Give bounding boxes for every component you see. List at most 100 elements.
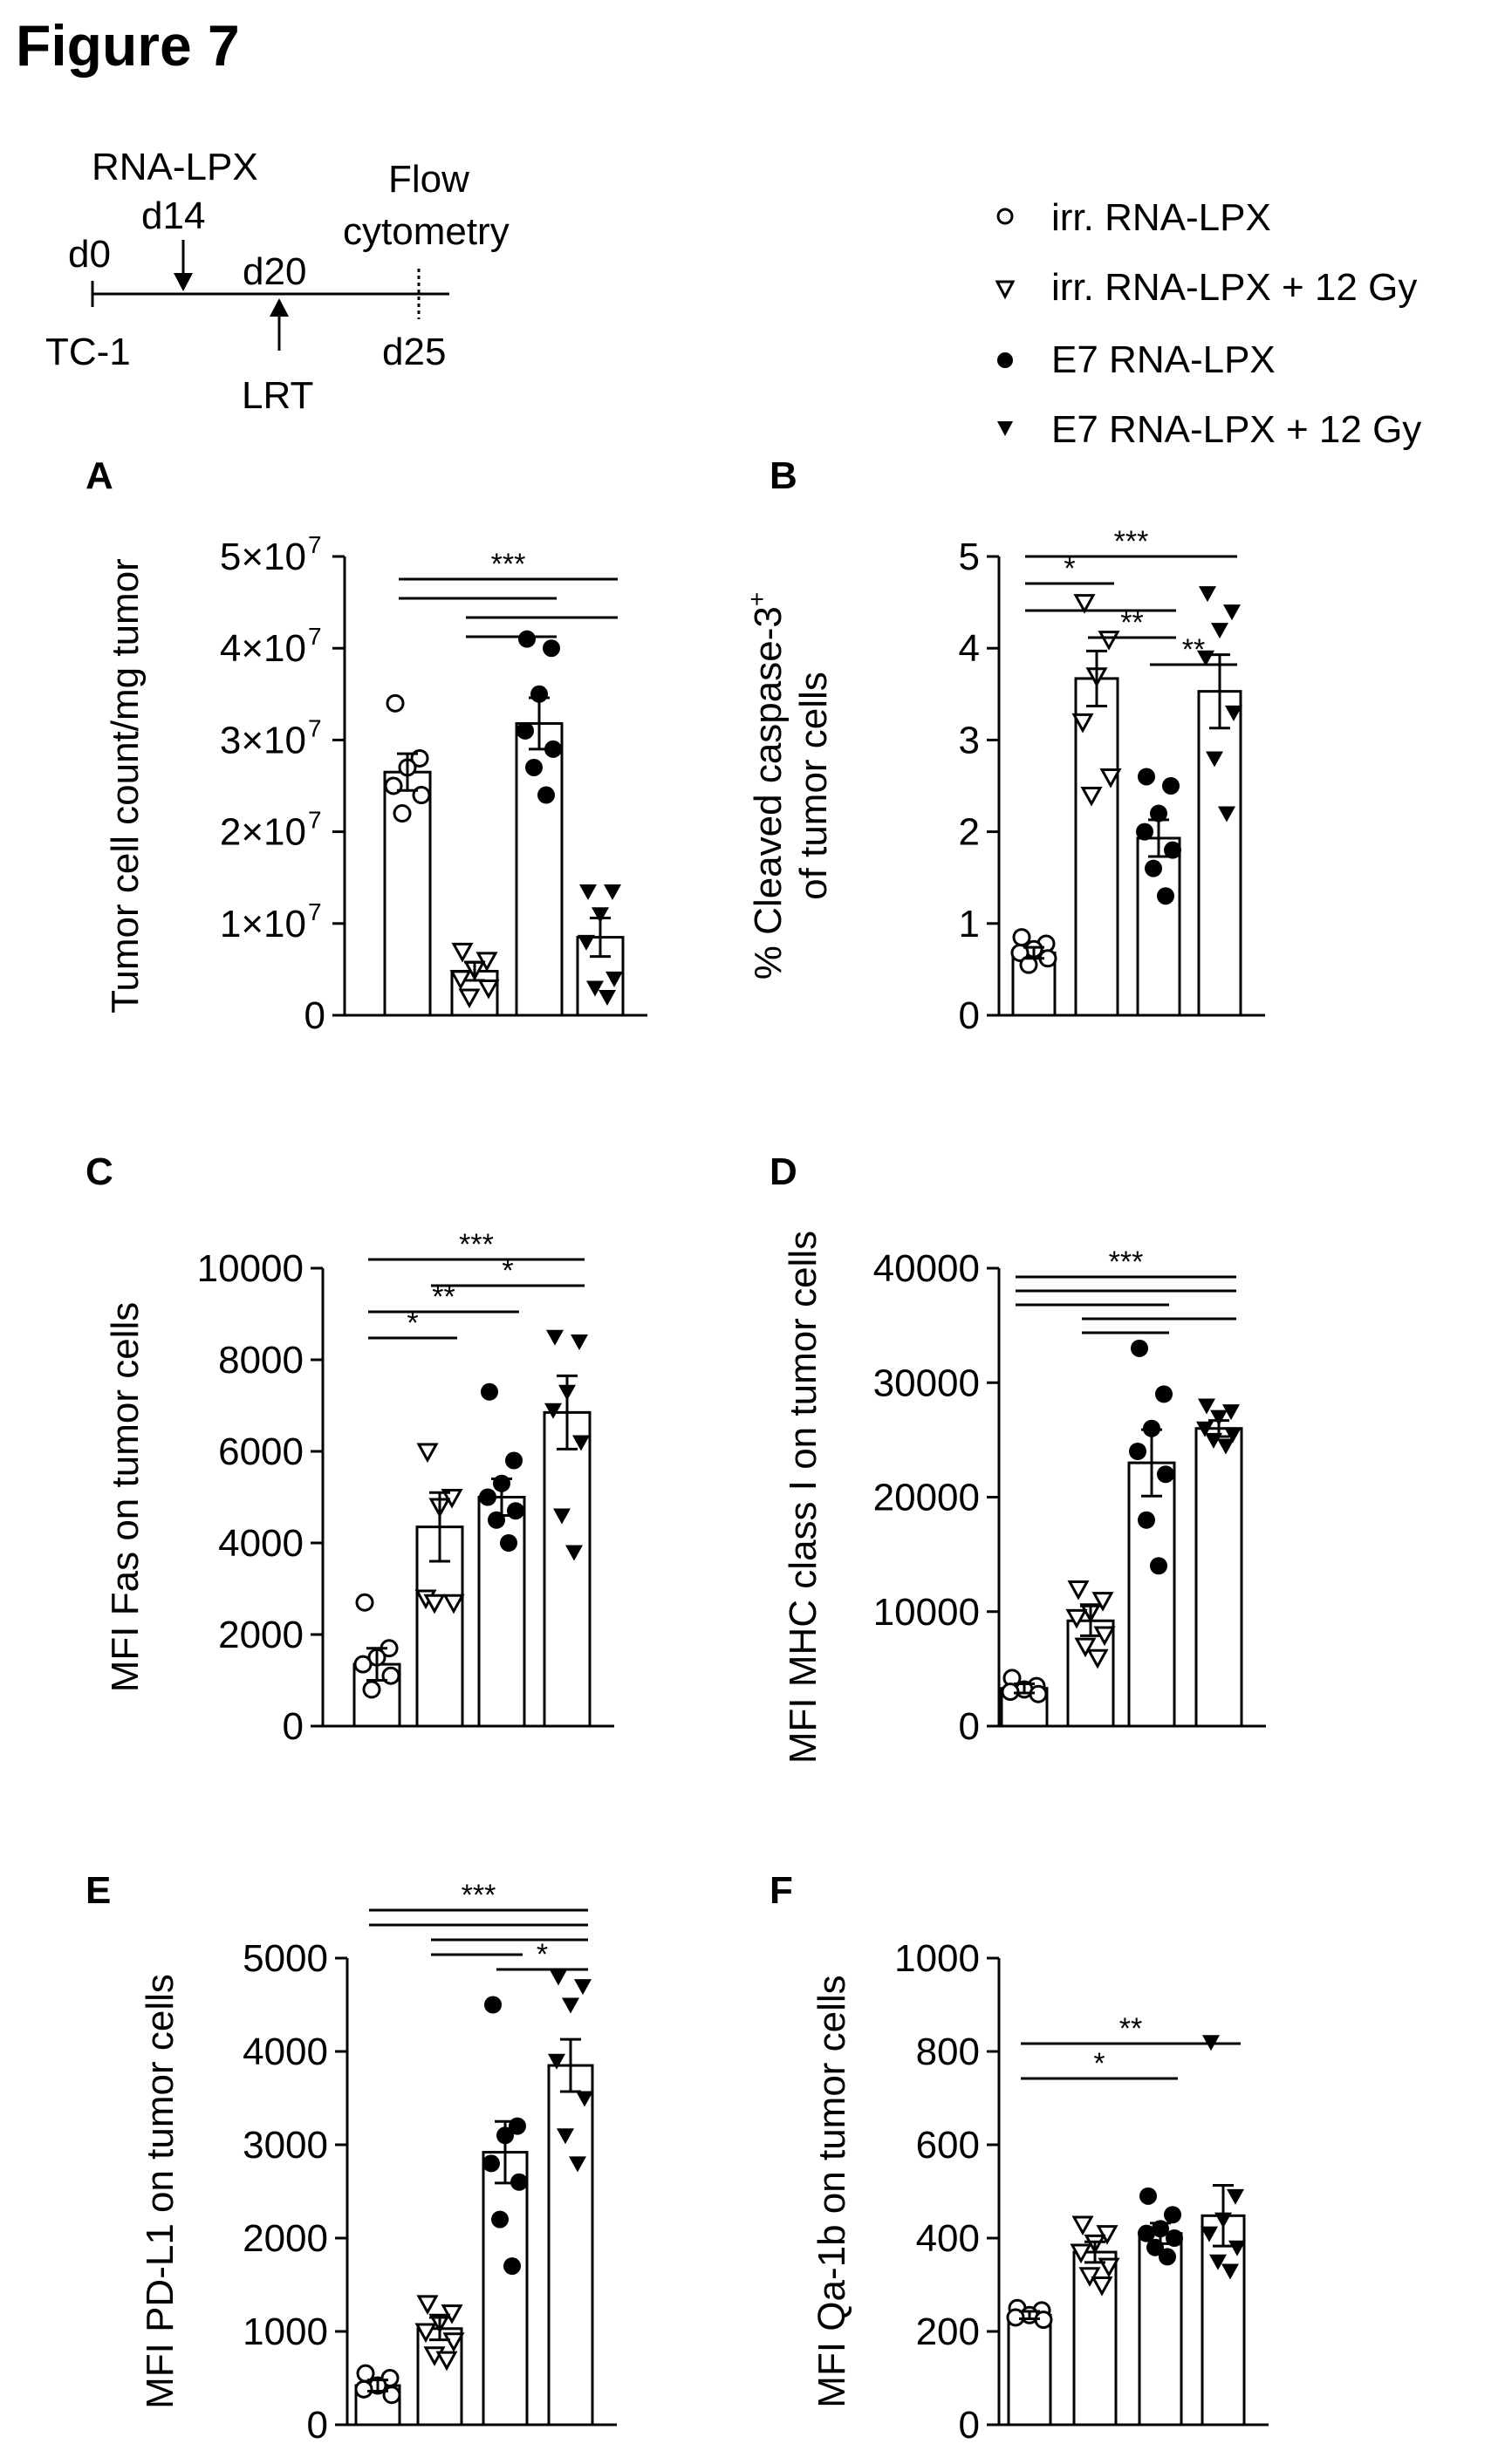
- data-point: [572, 1435, 590, 1451]
- data-point: [1139, 2187, 1157, 2205]
- data-point: [543, 639, 560, 658]
- data-point: [491, 2210, 509, 2229]
- panel-letter: F: [770, 1869, 793, 1912]
- data-point: [442, 1594, 465, 1614]
- experiment-timeline: RNA-LPX d14 Flow cytometry d0 TC-1 d20 L…: [45, 146, 510, 417]
- y-tick-label: 0: [283, 1705, 304, 1748]
- data-point: [550, 1969, 567, 1986]
- y-tick-label: 0: [307, 2404, 328, 2447]
- data-point: [1073, 594, 1096, 614]
- y-axis-label: Tumor cell count/mg tumor: [104, 558, 147, 1014]
- data-point: [1138, 2224, 1155, 2242]
- data-point: [1217, 1438, 1235, 1455]
- data-point: [1071, 2215, 1094, 2236]
- data-point: [1198, 1398, 1215, 1415]
- y-tick-label: 800: [916, 2031, 980, 2073]
- data-point: [1010, 943, 1030, 962]
- significance-label: **: [1119, 2012, 1142, 2045]
- legend-label: irr. RNA-LPX: [1051, 196, 1271, 239]
- y-tick-label: 3: [959, 719, 980, 761]
- y-tick-label: 10000: [197, 1247, 304, 1290]
- data-point: [1199, 586, 1216, 603]
- data-point: [525, 758, 543, 776]
- lrt-day: d20: [243, 250, 306, 293]
- data-point: [386, 693, 405, 713]
- y-axis-label: MFI PD-L1 on tumor cells: [139, 1974, 181, 2409]
- y-tick-label: 2000: [243, 2217, 328, 2260]
- data-point: [423, 1594, 446, 1614]
- data-point: [507, 1502, 524, 1520]
- legend-marker-filled-triangle: [997, 421, 1013, 436]
- bar: [1127, 1461, 1176, 1728]
- treatment-arrow-head: [174, 273, 193, 291]
- data-point: [1091, 1592, 1114, 1612]
- significance-label: **: [432, 1280, 455, 1314]
- data-point: [1067, 1580, 1090, 1601]
- data-point: [435, 2351, 458, 2372]
- data-point: [1086, 1648, 1109, 1669]
- panel-letter: C: [86, 1150, 113, 1193]
- treatment-day: d14: [141, 195, 205, 237]
- bar: [482, 2151, 529, 2426]
- significance-label: *: [537, 1938, 548, 1971]
- data-point: [592, 907, 609, 924]
- data-point: [1091, 2276, 1113, 2297]
- data-point: [553, 1508, 571, 1525]
- significance-label: **: [1182, 633, 1205, 666]
- data-point: [1155, 1385, 1173, 1403]
- data-point: [1098, 631, 1120, 651]
- data-point: [599, 989, 616, 1006]
- data-point: [579, 884, 597, 900]
- data-point: [1070, 2243, 1092, 2264]
- data-point: [1078, 2267, 1101, 2287]
- start-label: TC-1: [45, 331, 131, 373]
- end-day: d25: [382, 331, 446, 373]
- data-point: [355, 1593, 374, 1612]
- y-tick-label: 600: [916, 2124, 980, 2167]
- data-point: [481, 1382, 498, 1401]
- y-axis-label: MFI MHC class I on tumor cells: [782, 1231, 824, 1764]
- y-tick-label: 2000: [218, 1614, 304, 1656]
- data-point: [441, 2304, 463, 2324]
- data-point: [557, 2128, 574, 2145]
- y-axis-label: MFI Qa-1b on tumor cells: [811, 1975, 853, 2407]
- panel-letter: A: [86, 454, 113, 497]
- data-point: [518, 630, 536, 648]
- panel-d: D 0 10000 20000 30000 40000 MFI MHC class I on…: [770, 1150, 1266, 1764]
- data-point: [353, 1655, 373, 1674]
- legend-marker-open-triangle: [995, 280, 1016, 300]
- data-point: [516, 721, 534, 740]
- data-point: [548, 2053, 565, 2070]
- significance-label: ***: [462, 1879, 496, 1912]
- data-point: [578, 934, 595, 951]
- data-point: [451, 942, 474, 963]
- data-point: [1206, 751, 1223, 768]
- data-point: [482, 2154, 500, 2173]
- data-point: [605, 971, 623, 987]
- legend-marker-filled-circle: [997, 352, 1013, 368]
- y-tick-label: 4000: [218, 1522, 304, 1565]
- y-tick-label: 6000: [218, 1430, 304, 1473]
- data-point: [1228, 2240, 1246, 2256]
- significance-label: ***: [1114, 525, 1149, 558]
- data-point: [505, 1451, 523, 1470]
- legend-marker-open-circle: [996, 208, 1014, 225]
- significance-label: ***: [491, 548, 526, 581]
- data-point: [1210, 1409, 1228, 1426]
- data-point: [1096, 2225, 1118, 2245]
- y-tick-label: 0: [959, 2404, 980, 2447]
- data-point: [416, 1443, 439, 1464]
- data-point: [571, 1334, 588, 1350]
- bar: [515, 721, 564, 1017]
- bar: [1138, 2232, 1183, 2426]
- data-point: [416, 2295, 439, 2315]
- data-point: [1138, 768, 1155, 786]
- y-tick-label: 1000: [243, 2310, 328, 2353]
- data-point: [362, 1680, 381, 1699]
- y-tick-label: 3000: [243, 2124, 328, 2167]
- y-tick-label: 200: [916, 2310, 980, 2353]
- data-point: [1136, 822, 1153, 841]
- data-point: [1157, 1465, 1174, 1484]
